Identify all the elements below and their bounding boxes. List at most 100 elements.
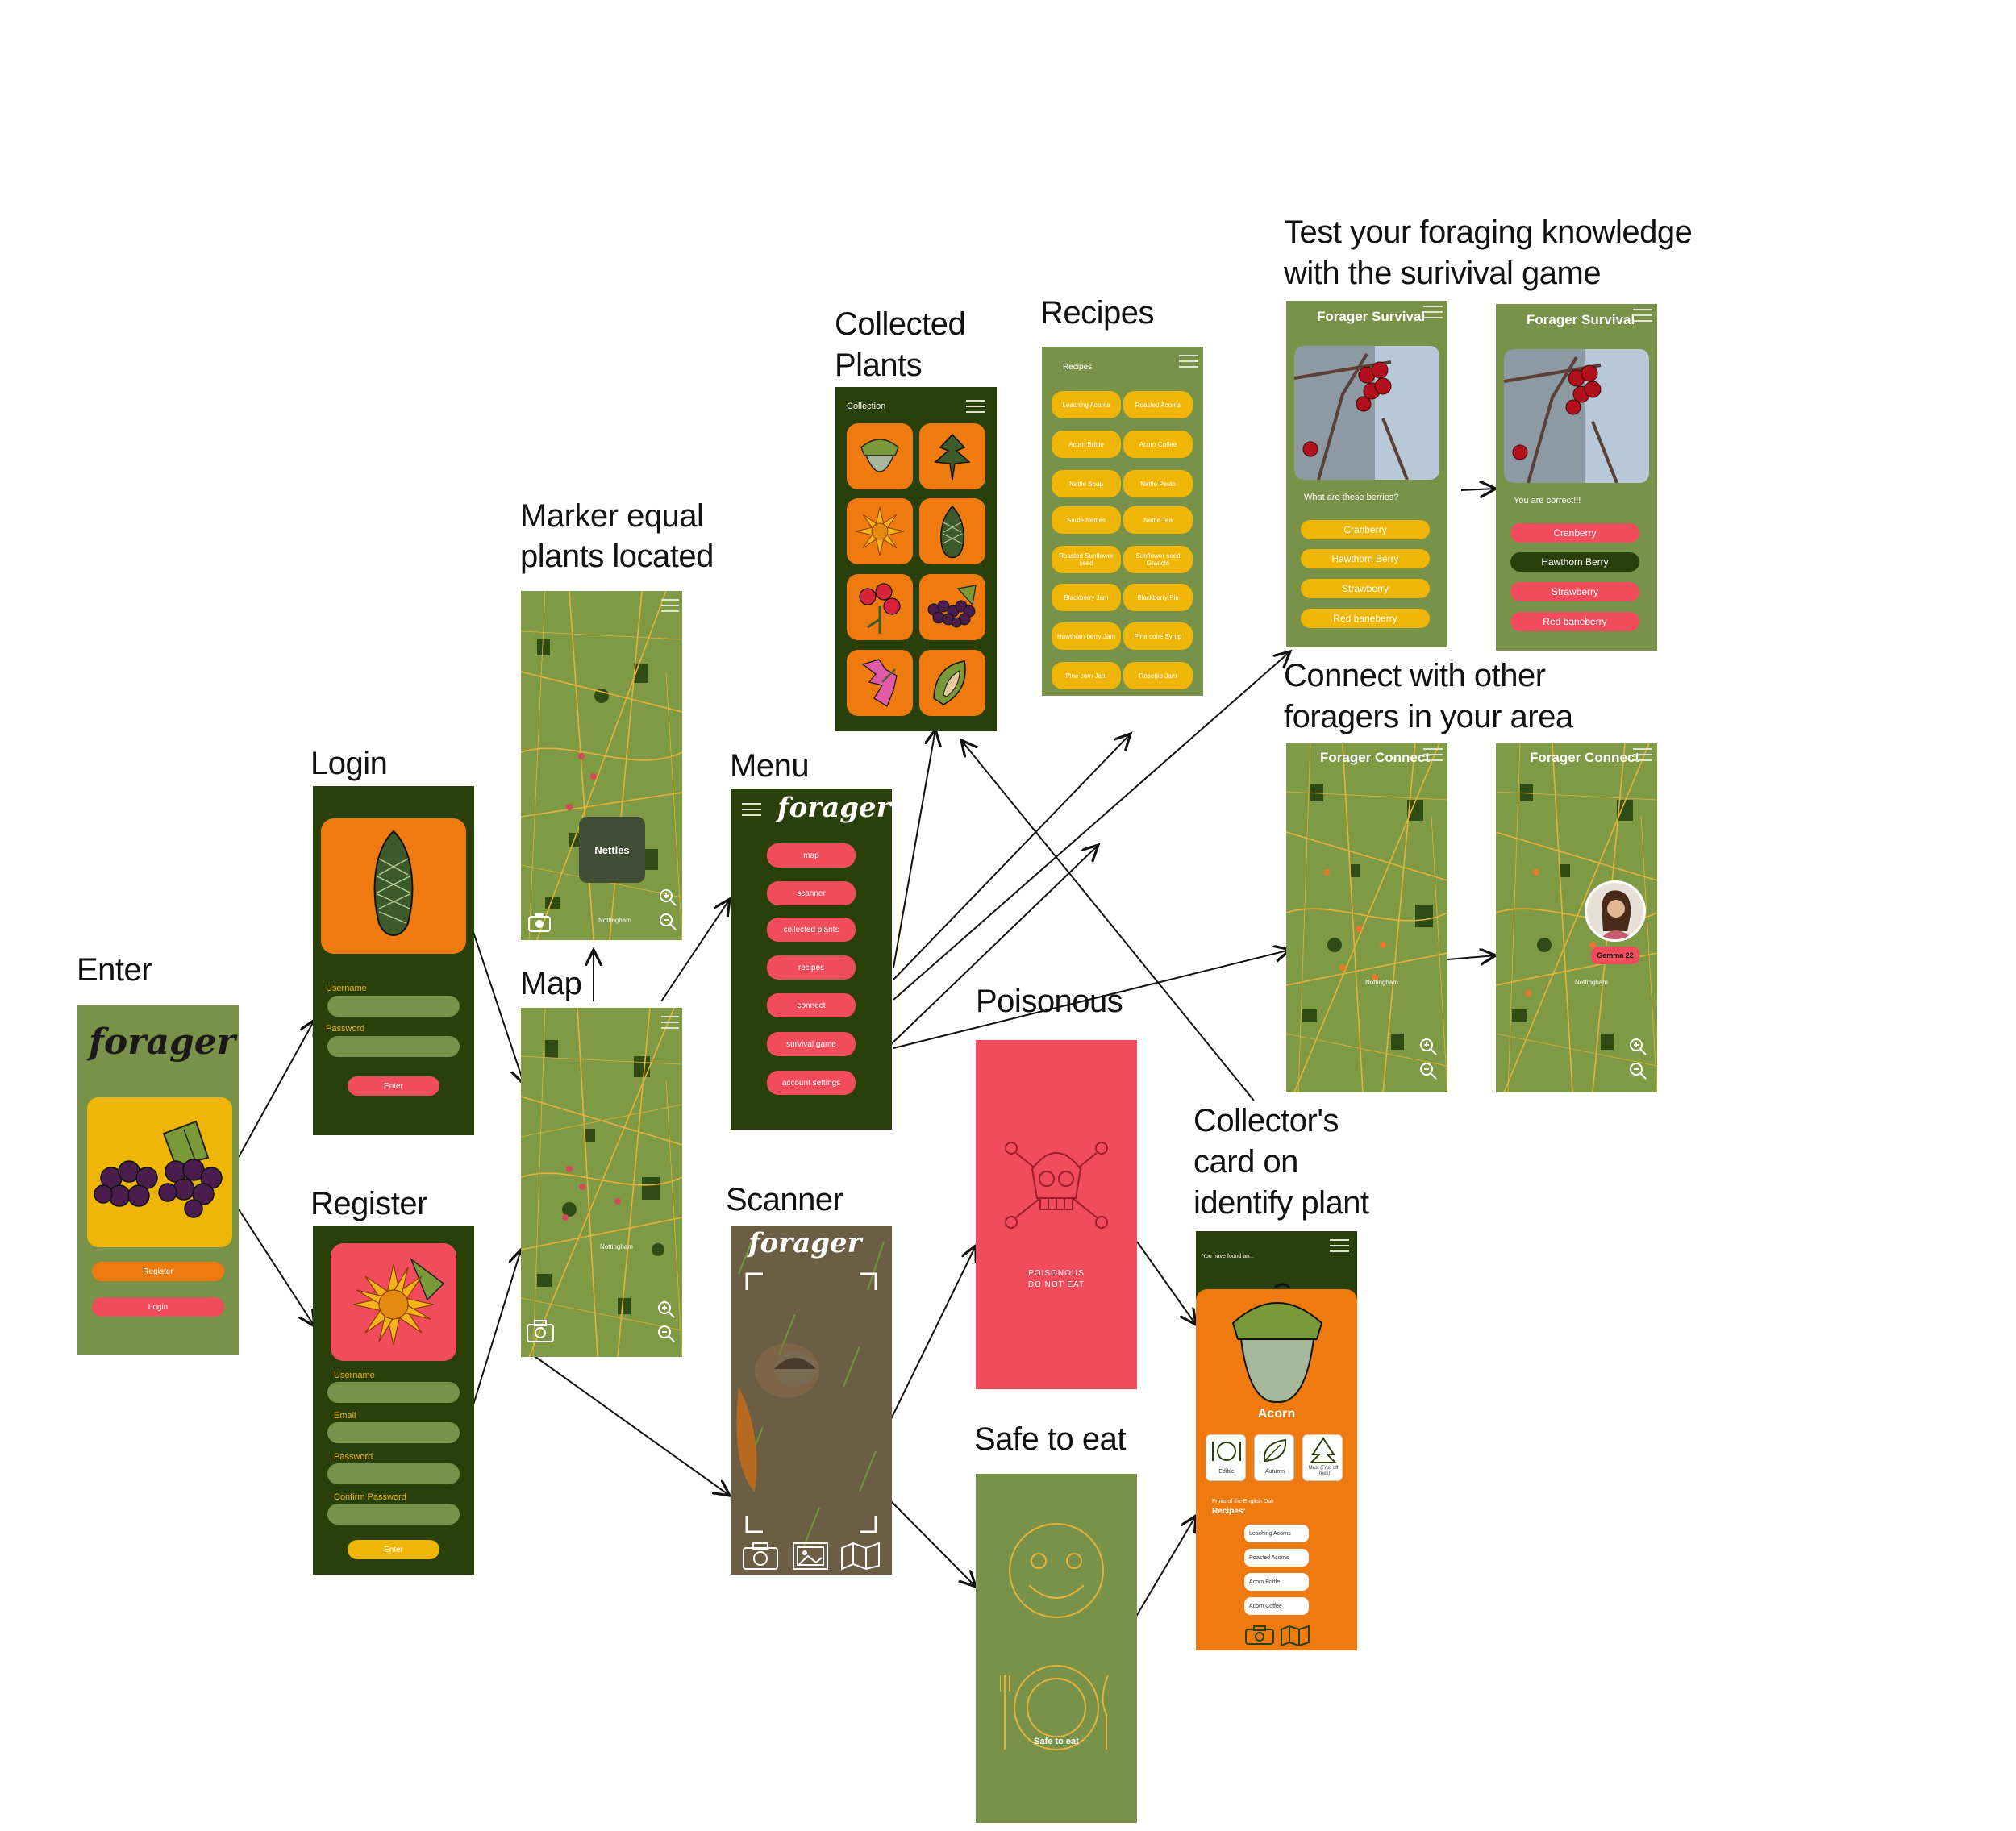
recipe-item[interactable]: Acorn Coffee [1123,431,1193,458]
recipe-item[interactable]: Hawthorn berry Jam [1052,622,1121,650]
answer-option[interactable]: Red baneberry [1301,609,1430,628]
edible-label: Edible [1218,1469,1235,1475]
label-login: Login [310,746,388,781]
menu-item-map[interactable]: map [767,843,856,868]
plant-tile-acorn[interactable] [847,423,913,489]
capture-icon[interactable] [742,1542,779,1571]
label-card-1: Collector's [1193,1103,1339,1138]
plant-tile-pinecone[interactable] [919,498,985,564]
menu-icon[interactable] [1423,748,1443,763]
forager-logo: forager [777,792,891,824]
zoom-in-icon[interactable] [1628,1037,1647,1056]
menu-item-recipes[interactable]: recipes [767,955,856,980]
zoom-in-icon[interactable] [658,888,677,907]
recipe-item[interactable]: Leaching Acorns [1052,391,1121,418]
menu-item-account[interactable]: account settings [767,1071,856,1095]
poison-line-2: DO NOT EAT [1027,1280,1085,1289]
card-recipe-item[interactable]: Leaching Acorns [1244,1525,1309,1542]
answer-option-correct[interactable]: Hawthorn Berry [1510,552,1639,572]
login-enter-button[interactable]: Enter [348,1076,439,1096]
recipe-item[interactable]: Pine cone Syrup [1123,622,1193,650]
menu-icon[interactable] [1423,306,1443,320]
answer-option[interactable]: Hawthorn Berry [1301,549,1430,568]
recipe-item[interactable]: Acorn Brittle [1052,431,1121,458]
menu-item-connect[interactable]: connect [767,993,856,1017]
password-input[interactable] [327,1036,460,1057]
reg-confirm-input[interactable] [327,1504,460,1525]
recipe-item[interactable]: Roasted Sunflower seed [1052,546,1121,573]
recipe-item[interactable]: Pine corn Jam [1052,662,1121,689]
menu-icon[interactable] [1330,1239,1349,1254]
zoom-in-icon[interactable] [656,1300,676,1319]
type-label: Mast (Fruit off Trees) [1308,1466,1339,1476]
answer-option[interactable]: Cranberry [1510,523,1639,543]
menu-icon[interactable] [1633,748,1652,763]
map-icon[interactable] [1280,1625,1310,1646]
login-screen: Username Password Enter [313,786,474,1135]
scan-camera-icon[interactable] [526,1319,555,1343]
reg-password-input[interactable] [327,1463,460,1484]
recipe-item[interactable]: Nettle Tea [1123,506,1193,534]
map-icon[interactable] [840,1542,881,1571]
recipe-item[interactable]: Sunflower seed Granola [1123,546,1193,573]
capture-icon[interactable] [1244,1625,1275,1646]
register-button[interactable]: Register [92,1262,224,1281]
card-recipe-item[interactable]: Acorn Brittle [1244,1573,1309,1591]
plant-tile-hawthorn[interactable] [847,574,913,640]
plant-tile-blackberry[interactable] [919,574,985,640]
recipe-item[interactable]: Nettle Pesto [1123,470,1193,497]
plant-tile-seed[interactable] [919,650,985,716]
menu-icon[interactable] [742,803,761,818]
login-button[interactable]: Login [92,1297,224,1317]
city-label: Nottingham [600,1243,633,1250]
plant-tile-rosehip[interactable] [847,650,913,716]
acorn-icon [1231,1283,1323,1404]
user-badge[interactable]: Gemma 22 [1591,947,1639,964]
username-input[interactable] [327,996,460,1017]
label-marker-1: Marker equal [520,498,704,534]
scanner-screen: forager [731,1226,892,1575]
menu-item-survival[interactable]: survival game [767,1032,856,1056]
zoom-out-icon[interactable] [1628,1061,1647,1080]
nettles-popup[interactable]: Nettles [579,817,645,883]
menu-icon[interactable] [1633,309,1652,323]
zoom-out-icon[interactable] [1418,1061,1438,1080]
leaf-icon [1263,1438,1287,1463]
collection-title: Collection [847,402,886,411]
answer-option[interactable]: Cranberry [1301,520,1430,539]
blackberry-icon [927,585,977,628]
recipe-item[interactable]: Roasted Acorns [1123,391,1193,418]
city-label: Nottingham [598,917,631,924]
menu-icon[interactable] [966,400,985,414]
label-menu: Menu [730,748,810,784]
answer-option[interactable]: Strawberry [1510,582,1639,601]
reg-username-input[interactable] [327,1382,460,1403]
reg-email-input[interactable] [327,1422,460,1443]
card-recipe-item[interactable]: Roasted Acorns [1244,1549,1309,1567]
plant-tile-sunflower[interactable] [847,498,913,564]
gallery-icon[interactable] [792,1542,829,1571]
recipe-item[interactable]: Blackberry Pie [1123,584,1193,611]
recipe-item[interactable]: Nettle Soup [1052,470,1121,497]
label-recipes: Recipes [1040,295,1155,331]
answer-option[interactable]: Red baneberry [1510,612,1639,631]
menu-item-collected[interactable]: collected plants [767,918,856,942]
menu-icon[interactable] [1179,355,1198,369]
card-recipe-item[interactable]: Acorn Coffee [1244,1597,1309,1615]
answer-option[interactable]: Strawberry [1301,579,1430,598]
recipe-item[interactable]: Sauté Nettles [1052,506,1121,534]
safe-text: Safe to eat [1034,1737,1079,1746]
menu-item-scanner[interactable]: scanner [767,881,856,905]
berries-photo [1294,346,1439,480]
plant-tile-nettle[interactable] [919,423,985,489]
zoom-in-icon[interactable] [1418,1037,1438,1056]
zoom-out-icon[interactable] [656,1324,676,1343]
camera-icon[interactable] [527,912,552,933]
label-card-3: identify plant [1193,1185,1369,1221]
recipe-item[interactable]: Rosehip Jam [1123,662,1193,689]
zoom-out-icon[interactable] [658,912,677,931]
register-enter-button[interactable]: Enter [348,1540,439,1559]
avatar[interactable] [1585,880,1646,942]
recipe-item[interactable]: Blackberry Jam [1052,584,1121,611]
nettle-icon [934,433,971,481]
